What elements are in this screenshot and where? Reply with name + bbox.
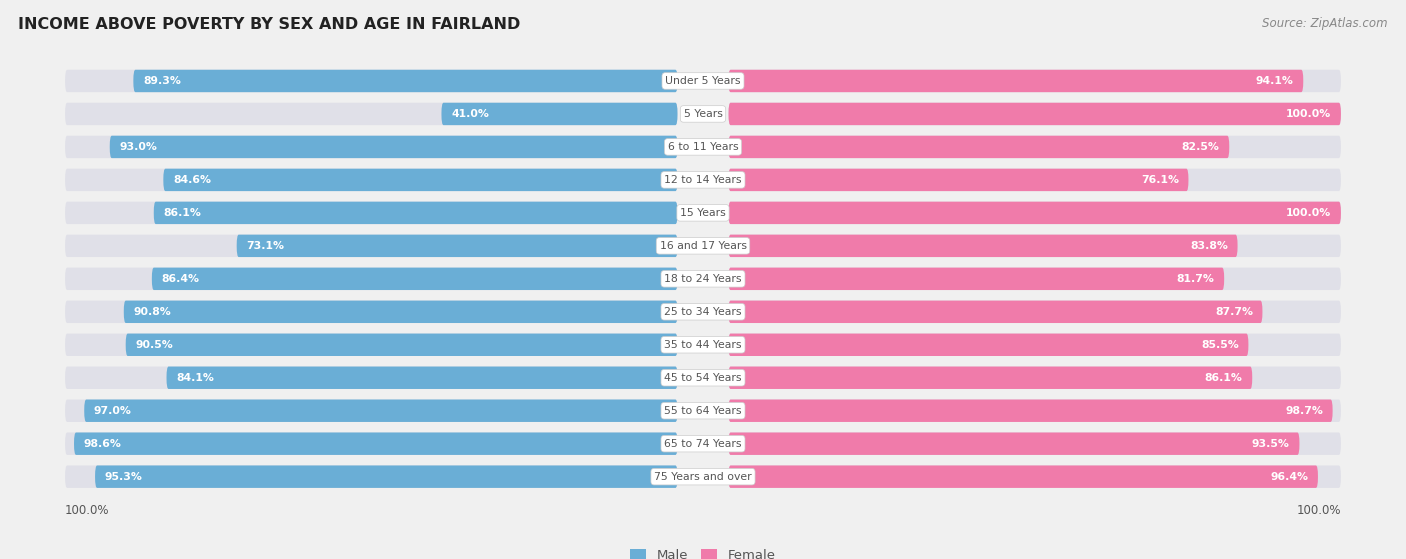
- Text: 86.4%: 86.4%: [162, 274, 200, 284]
- Text: Source: ZipAtlas.com: Source: ZipAtlas.com: [1263, 17, 1388, 30]
- Text: 86.1%: 86.1%: [1205, 373, 1243, 383]
- FancyBboxPatch shape: [728, 202, 1341, 224]
- FancyBboxPatch shape: [728, 466, 1341, 488]
- Text: 55 to 64 Years: 55 to 64 Years: [664, 406, 742, 416]
- Text: 84.6%: 84.6%: [173, 175, 211, 185]
- FancyBboxPatch shape: [96, 466, 678, 488]
- FancyBboxPatch shape: [728, 433, 1341, 455]
- Text: 65 to 74 Years: 65 to 74 Years: [664, 439, 742, 449]
- FancyBboxPatch shape: [728, 169, 1341, 191]
- FancyBboxPatch shape: [728, 334, 1249, 356]
- FancyBboxPatch shape: [65, 235, 678, 257]
- Text: 100.0%: 100.0%: [1296, 504, 1341, 517]
- FancyBboxPatch shape: [110, 136, 678, 158]
- FancyBboxPatch shape: [65, 169, 678, 191]
- FancyBboxPatch shape: [65, 433, 678, 455]
- FancyBboxPatch shape: [728, 268, 1341, 290]
- FancyBboxPatch shape: [728, 103, 1341, 125]
- Text: 98.7%: 98.7%: [1285, 406, 1323, 416]
- Text: 83.8%: 83.8%: [1189, 241, 1227, 251]
- Text: 6 to 11 Years: 6 to 11 Years: [668, 142, 738, 152]
- FancyBboxPatch shape: [728, 136, 1341, 158]
- Text: 100.0%: 100.0%: [65, 504, 110, 517]
- FancyBboxPatch shape: [65, 202, 678, 224]
- Text: 93.5%: 93.5%: [1251, 439, 1289, 449]
- Text: 95.3%: 95.3%: [104, 472, 142, 482]
- FancyBboxPatch shape: [65, 466, 678, 488]
- Text: 85.5%: 85.5%: [1201, 340, 1239, 350]
- FancyBboxPatch shape: [65, 334, 678, 356]
- FancyBboxPatch shape: [728, 103, 1341, 125]
- FancyBboxPatch shape: [728, 235, 1237, 257]
- FancyBboxPatch shape: [728, 301, 1263, 323]
- Text: 89.3%: 89.3%: [143, 76, 181, 86]
- Text: 96.4%: 96.4%: [1271, 472, 1309, 482]
- Text: 90.5%: 90.5%: [135, 340, 173, 350]
- Text: 98.6%: 98.6%: [83, 439, 121, 449]
- Text: 18 to 24 Years: 18 to 24 Years: [664, 274, 742, 284]
- FancyBboxPatch shape: [152, 268, 678, 290]
- FancyBboxPatch shape: [65, 400, 678, 422]
- Text: INCOME ABOVE POVERTY BY SEX AND AGE IN FAIRLAND: INCOME ABOVE POVERTY BY SEX AND AGE IN F…: [18, 17, 520, 32]
- FancyBboxPatch shape: [728, 334, 1341, 356]
- FancyBboxPatch shape: [65, 70, 678, 92]
- Text: 100.0%: 100.0%: [1286, 208, 1331, 218]
- FancyBboxPatch shape: [134, 70, 678, 92]
- Text: 86.1%: 86.1%: [163, 208, 201, 218]
- FancyBboxPatch shape: [728, 301, 1341, 323]
- FancyBboxPatch shape: [441, 103, 678, 125]
- Text: 35 to 44 Years: 35 to 44 Years: [664, 340, 742, 350]
- FancyBboxPatch shape: [65, 367, 678, 389]
- FancyBboxPatch shape: [65, 103, 678, 125]
- Text: 94.1%: 94.1%: [1256, 76, 1294, 86]
- FancyBboxPatch shape: [728, 202, 1341, 224]
- Text: 16 and 17 Years: 16 and 17 Years: [659, 241, 747, 251]
- FancyBboxPatch shape: [728, 169, 1188, 191]
- FancyBboxPatch shape: [124, 301, 678, 323]
- Text: 45 to 54 Years: 45 to 54 Years: [664, 373, 742, 383]
- FancyBboxPatch shape: [728, 433, 1299, 455]
- Text: Under 5 Years: Under 5 Years: [665, 76, 741, 86]
- FancyBboxPatch shape: [65, 301, 678, 323]
- FancyBboxPatch shape: [163, 169, 678, 191]
- Text: 97.0%: 97.0%: [94, 406, 132, 416]
- Text: 84.1%: 84.1%: [176, 373, 214, 383]
- FancyBboxPatch shape: [236, 235, 678, 257]
- FancyBboxPatch shape: [125, 334, 678, 356]
- Text: 87.7%: 87.7%: [1215, 307, 1253, 317]
- FancyBboxPatch shape: [728, 136, 1229, 158]
- FancyBboxPatch shape: [728, 70, 1303, 92]
- FancyBboxPatch shape: [728, 400, 1333, 422]
- FancyBboxPatch shape: [65, 136, 678, 158]
- FancyBboxPatch shape: [728, 367, 1341, 389]
- Text: 12 to 14 Years: 12 to 14 Years: [664, 175, 742, 185]
- Text: 76.1%: 76.1%: [1140, 175, 1178, 185]
- FancyBboxPatch shape: [728, 235, 1341, 257]
- Text: 93.0%: 93.0%: [120, 142, 157, 152]
- FancyBboxPatch shape: [166, 367, 678, 389]
- Text: 75 Years and over: 75 Years and over: [654, 472, 752, 482]
- Text: 100.0%: 100.0%: [1286, 109, 1331, 119]
- Text: 5 Years: 5 Years: [683, 109, 723, 119]
- Text: 82.5%: 82.5%: [1182, 142, 1219, 152]
- Text: 90.8%: 90.8%: [134, 307, 172, 317]
- FancyBboxPatch shape: [728, 70, 1341, 92]
- FancyBboxPatch shape: [728, 466, 1317, 488]
- Text: 81.7%: 81.7%: [1177, 274, 1215, 284]
- FancyBboxPatch shape: [728, 400, 1341, 422]
- Text: 15 Years: 15 Years: [681, 208, 725, 218]
- Text: 25 to 34 Years: 25 to 34 Years: [664, 307, 742, 317]
- FancyBboxPatch shape: [728, 268, 1225, 290]
- Legend: Male, Female: Male, Female: [626, 543, 780, 559]
- FancyBboxPatch shape: [728, 367, 1253, 389]
- Text: 41.0%: 41.0%: [451, 109, 489, 119]
- Text: 73.1%: 73.1%: [246, 241, 284, 251]
- FancyBboxPatch shape: [75, 433, 678, 455]
- FancyBboxPatch shape: [65, 268, 678, 290]
- FancyBboxPatch shape: [84, 400, 678, 422]
- FancyBboxPatch shape: [153, 202, 678, 224]
